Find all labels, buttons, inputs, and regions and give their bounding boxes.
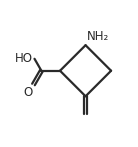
Text: O: O: [23, 86, 33, 99]
Text: HO: HO: [15, 52, 33, 65]
Text: NH₂: NH₂: [87, 30, 109, 43]
